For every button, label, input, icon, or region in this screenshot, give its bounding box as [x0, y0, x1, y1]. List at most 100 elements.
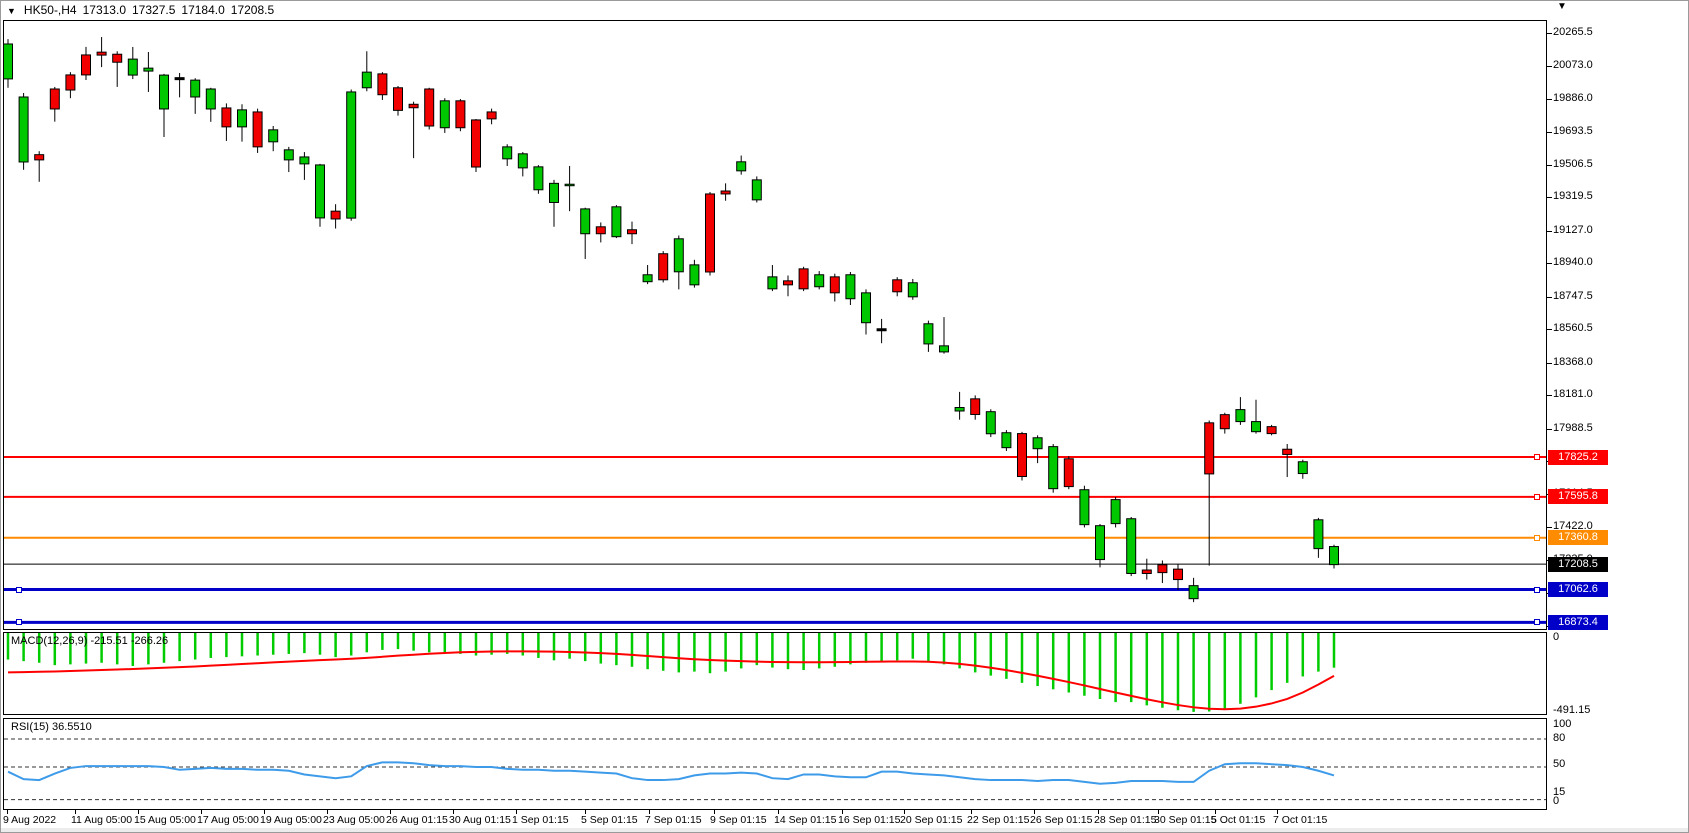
time-axis-label: 5 Sep 01:15	[581, 814, 638, 826]
candle-body	[455, 100, 466, 129]
time-axis-tick	[1277, 810, 1278, 814]
rsi-axis-label: 50	[1553, 758, 1566, 770]
line-handle[interactable]	[16, 586, 22, 593]
candle-body	[486, 111, 497, 120]
macd-axis-label: -491.15	[1553, 704, 1591, 716]
rsi-label: RSI(15) 36.5510	[11, 721, 92, 733]
line-handle[interactable]	[1534, 619, 1540, 626]
price-axis-label: 20265.5	[1553, 25, 1593, 38]
price-axis-tick	[1547, 362, 1552, 364]
line-handle[interactable]	[1534, 586, 1540, 593]
time-axis-tick	[264, 810, 265, 814]
chart-ohlc-header: ▼ HK50-,H4 17313.0 17327.5 17184.0 17208.5	[7, 3, 280, 19]
candle-body	[1173, 568, 1183, 581]
candle-body	[736, 161, 747, 172]
price-axis-tick	[1547, 230, 1552, 232]
candle-body	[798, 268, 809, 290]
time-axis-tick	[904, 810, 905, 814]
candle-body	[34, 154, 45, 161]
price-badge: 17595.8	[1548, 489, 1608, 505]
candle-body	[783, 280, 793, 286]
price-axis-tick	[1547, 329, 1552, 331]
candle-body	[1126, 518, 1137, 574]
time-axis-label: 5 Oct 01:15	[1211, 814, 1266, 826]
candle-body	[408, 103, 419, 109]
candle-body	[564, 183, 575, 187]
time-axis-label: 7 Sep 01:15	[645, 814, 702, 826]
time-axis-tick	[714, 810, 715, 814]
price-chart-panel[interactable]	[3, 20, 1547, 630]
candle-body	[751, 179, 762, 201]
candle-body	[517, 153, 528, 169]
candle-body	[127, 58, 138, 76]
candle-body	[283, 149, 294, 161]
candle-body	[252, 111, 263, 148]
candle-body	[1032, 437, 1043, 450]
line-handle[interactable]	[16, 619, 22, 626]
symbol-period-label: HK50-,H4	[23, 3, 77, 17]
macd-panel[interactable]	[3, 632, 1547, 715]
candle-body	[1235, 409, 1246, 423]
candle-body	[611, 206, 622, 238]
candle-body	[18, 96, 29, 163]
time-axis-label: 19 Aug 05:00	[260, 814, 322, 826]
time-axis-tick	[201, 810, 202, 814]
rsi-panel[interactable]	[3, 718, 1547, 810]
time-axis-label: 30 Sep 01:15	[1154, 814, 1217, 826]
time-axis-tick	[585, 810, 586, 814]
candle-body	[346, 91, 357, 219]
time-axis-tick	[1034, 810, 1035, 814]
chart-shift-marker-icon[interactable]: ▼	[1557, 1, 1567, 12]
line-handle[interactable]	[1534, 454, 1540, 460]
candle-body	[658, 253, 669, 281]
high-value: 17327.5	[132, 3, 176, 17]
time-axis-tick	[842, 810, 843, 814]
candle-body	[533, 166, 544, 191]
time-axis-tick	[1158, 810, 1159, 814]
candle-body	[1141, 569, 1152, 574]
candle-body	[876, 328, 887, 332]
candle-body	[892, 279, 903, 293]
candle-body	[861, 292, 871, 324]
candle-body	[1266, 426, 1277, 435]
candle-body	[1313, 519, 1324, 550]
price-axis-label: 17422.0	[1553, 520, 1593, 533]
candle-body	[439, 100, 450, 129]
time-axis-tick	[971, 810, 972, 814]
time-axis-label: 11 Aug 05:00	[71, 814, 133, 826]
candle-body	[49, 88, 60, 110]
close-value: 17208.5	[230, 3, 275, 17]
candlestick-chart	[4, 37, 1546, 624]
price-axis-label: 20073.0	[1553, 59, 1593, 72]
symbol-dropdown-icon[interactable]: ▼	[7, 6, 16, 16]
candle-body	[549, 182, 559, 203]
price-axis-label: 19319.5	[1553, 190, 1593, 203]
candle-body	[1329, 546, 1339, 566]
price-axis-label: 19127.0	[1553, 223, 1593, 236]
candle-body	[1017, 433, 1027, 478]
candle-body	[814, 274, 825, 288]
price-axis-label: 19886.0	[1553, 91, 1593, 104]
time-axis-label: 26 Aug 01:15	[386, 814, 448, 826]
time-axis-label: 30 Aug 01:15	[449, 814, 511, 826]
price-axis-tick	[1547, 66, 1552, 68]
candle-body	[642, 274, 653, 283]
price-axis-tick	[1547, 527, 1552, 529]
price-axis-tick	[1547, 32, 1552, 34]
candle-body	[1048, 446, 1059, 490]
line-handle[interactable]	[1534, 534, 1540, 541]
candle-body	[4, 43, 13, 80]
candle-body	[237, 109, 247, 128]
price-axis-tick	[1547, 197, 1552, 199]
time-axis-tick	[7, 810, 8, 814]
time-axis-tick	[1098, 810, 1099, 814]
line-handle[interactable]	[1534, 493, 1540, 500]
candle-body	[1110, 499, 1121, 525]
candle-body	[970, 398, 981, 415]
price-axis-tick	[1547, 132, 1552, 134]
candle-body	[689, 264, 700, 286]
candle-body	[1001, 432, 1012, 449]
candle-body	[627, 229, 637, 235]
candle-body	[1282, 448, 1293, 455]
candle-body	[1063, 458, 1074, 488]
